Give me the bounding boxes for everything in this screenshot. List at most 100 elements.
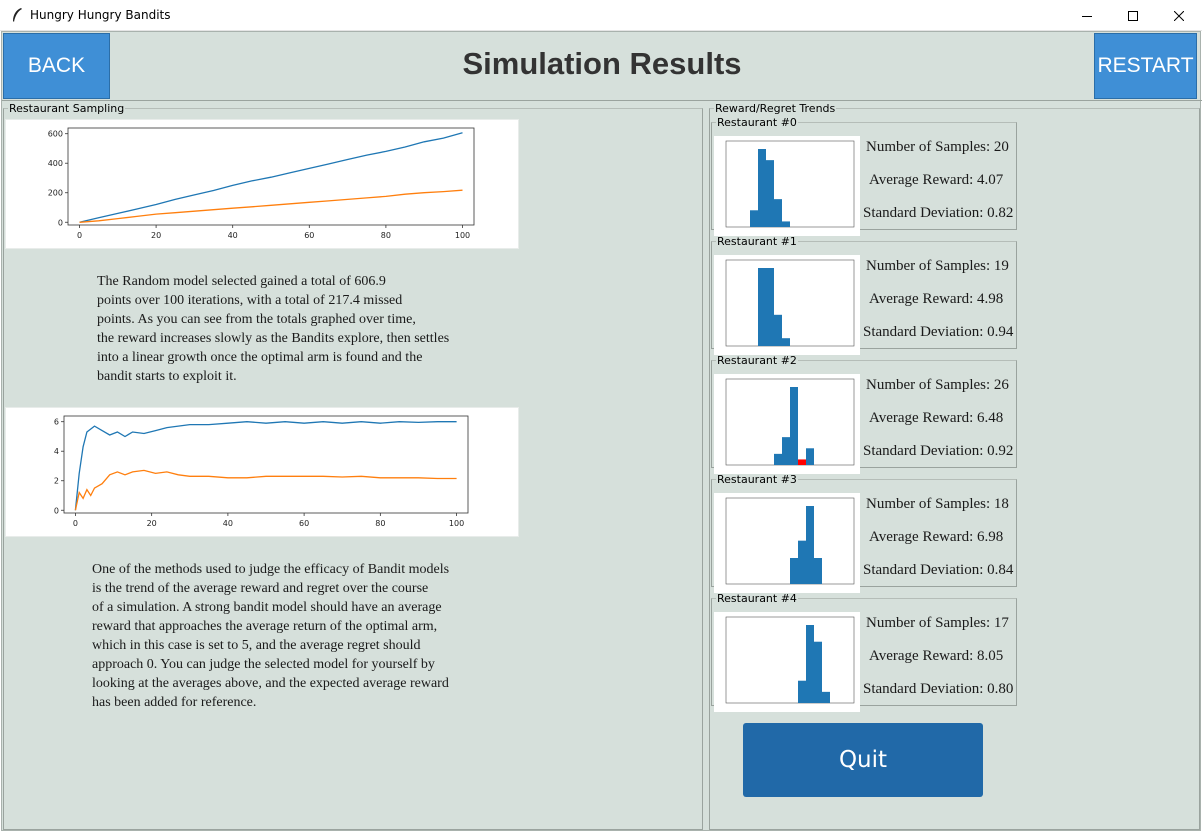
y-tick-label: 0	[54, 506, 59, 515]
restaurant-histogram	[714, 136, 860, 236]
average-reward: Average Reward: 4.98	[869, 291, 1004, 307]
restart-button[interactable]: RESTART	[1094, 33, 1197, 99]
minimize-icon	[1082, 15, 1092, 17]
histogram-svg	[725, 616, 855, 704]
close-icon	[1174, 10, 1184, 21]
histogram-bar	[766, 268, 774, 346]
header-divider	[2, 100, 1202, 101]
standard-deviation: Standard Deviation: 0.82	[863, 205, 1014, 221]
restaurant-card: Restaurant #2 Number of Samples: 26 Aver…	[711, 354, 1017, 474]
average-reward: Average Reward: 8.05	[869, 648, 1004, 664]
restaurant-card: Restaurant #1 Number of Samples: 19 Aver…	[711, 235, 1017, 355]
histogram-bar	[774, 199, 782, 227]
plot-frame	[63, 415, 469, 514]
x-tick-label: 60	[299, 519, 309, 528]
maximize-icon	[1128, 10, 1138, 21]
restaurant-list: Restaurant #0 Number of Samples: 20 Aver…	[709, 116, 1019, 716]
histogram-bar	[814, 558, 822, 584]
histogram-svg	[725, 497, 855, 585]
sample-count: Number of Samples: 18	[866, 496, 1009, 512]
histogram-bar	[822, 691, 830, 703]
x-tick-label: 80	[381, 231, 391, 240]
histogram-bar	[798, 459, 806, 465]
x-tick-label: 40	[228, 231, 238, 240]
average-reward-chart: 0 20 40 60 80 100 0 2 4 6	[5, 407, 519, 537]
sample-count: Number of Samples: 20	[866, 139, 1009, 155]
restaurant-card-label: Restaurant #1	[717, 235, 797, 248]
regret-series-line	[74, 469, 457, 511]
x-tick-label: 0	[77, 231, 82, 240]
sample-count: Number of Samples: 17	[866, 615, 1009, 631]
window-titlebar: Hungry Hungry Bandits	[0, 0, 1202, 31]
hist-frame	[725, 140, 855, 228]
totals-description: The Random model selected gained a total…	[97, 274, 450, 384]
close-button[interactable]	[1156, 0, 1202, 31]
standard-deviation: Standard Deviation: 0.80	[863, 681, 1014, 697]
histogram-bar	[782, 338, 790, 346]
y-tick-label: 4	[54, 447, 59, 456]
restaurant-card-label: Restaurant #2	[717, 354, 797, 367]
restaurant-sampling-legend: Restaurant Sampling	[9, 102, 125, 115]
restaurant-sampling-frame: Restaurant Sampling	[3, 102, 703, 830]
y-tick-label: 600	[48, 130, 63, 139]
reward-series-line	[79, 132, 463, 223]
back-button[interactable]: BACK	[3, 33, 110, 99]
reward-regret-frame: Reward/Regret Trends	[709, 102, 1200, 830]
restaurant-card: Restaurant #4 Number of Samples: 17 Aver…	[711, 592, 1017, 712]
restaurant-card-label: Restaurant #4	[717, 592, 797, 605]
histogram-bar	[790, 387, 798, 465]
regret-series-line	[79, 189, 463, 223]
y-tick-label: 6	[54, 418, 59, 427]
hist-frame	[725, 259, 855, 347]
histogram-bar	[814, 641, 822, 703]
minimize-button[interactable]	[1064, 0, 1110, 31]
averages-description: One of the methods used to judge the eff…	[92, 562, 450, 710]
feather-icon	[13, 8, 22, 22]
restaurant-card: Restaurant #0 Number of Samples: 20 Aver…	[711, 116, 1017, 236]
x-tick-label: 60	[304, 231, 314, 240]
app-window: BACK Simulation Results RESTART Restaura…	[1, 31, 1202, 831]
x-tick-label: 20	[147, 519, 157, 528]
histogram-bar	[798, 680, 806, 703]
y-tick-label: 2	[54, 477, 59, 486]
restaurant-histogram	[714, 612, 860, 712]
y-tick-label: 0	[58, 218, 63, 227]
y-tick-label: 200	[48, 189, 63, 198]
histogram-bar	[782, 221, 790, 227]
histogram-svg	[725, 140, 855, 228]
window-title: Hungry Hungry Bandits	[30, 8, 171, 22]
hist-frame	[725, 616, 855, 704]
average-reward-chart-svg: 0 20 40 60 80 100 0 2 4 6	[54, 415, 469, 528]
standard-deviation: Standard Deviation: 0.92	[863, 443, 1014, 459]
average-reward: Average Reward: 6.98	[869, 529, 1004, 545]
reward-series-line	[74, 421, 457, 511]
restaurant-histogram	[714, 255, 860, 355]
x-tick-label: 100	[449, 519, 464, 528]
total-reward-chart-svg: 0 20 40 60 80 100 0 200 400 600	[48, 127, 475, 240]
x-tick-label: 40	[223, 519, 233, 528]
histogram-bar	[774, 453, 782, 465]
average-reward: Average Reward: 4.07	[869, 172, 1004, 188]
standard-deviation: Standard Deviation: 0.84	[863, 562, 1014, 578]
histogram-bar	[782, 437, 790, 465]
histogram-bar	[790, 558, 798, 584]
histogram-bar	[758, 149, 766, 227]
sample-count: Number of Samples: 26	[866, 377, 1009, 393]
restaurant-histogram	[714, 374, 860, 474]
x-tick-label: 0	[73, 519, 78, 528]
histogram-bar	[806, 448, 814, 465]
plot-frame	[67, 127, 475, 226]
y-tick-label: 400	[48, 159, 63, 168]
histogram-bar	[806, 506, 814, 584]
maximize-button[interactable]	[1110, 0, 1156, 31]
reward-regret-legend: Reward/Regret Trends	[715, 102, 836, 115]
histogram-bar	[750, 210, 758, 227]
histogram-bar	[798, 540, 806, 584]
restaurant-card-label: Restaurant #3	[717, 473, 797, 486]
x-tick-label: 20	[151, 231, 161, 240]
histogram-svg	[725, 259, 855, 347]
histogram-svg	[725, 378, 855, 466]
standard-deviation: Standard Deviation: 0.94	[863, 324, 1014, 340]
restaurant-histogram	[714, 493, 860, 593]
quit-button[interactable]: Quit	[743, 723, 983, 797]
